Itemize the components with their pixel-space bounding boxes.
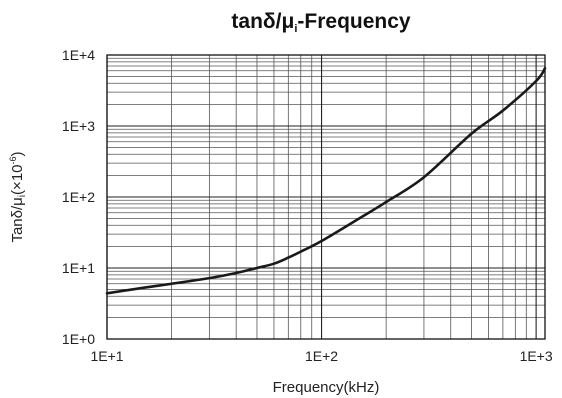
chart-title-rest: -Frequency (297, 10, 411, 33)
y-axis-label-paren: (×10 (9, 164, 26, 194)
chart-title: tanδ/μi-Frequency (231, 10, 410, 35)
y-axis-label-close: ) (9, 151, 26, 156)
y-axis-label: Tanδ/μi(×10-6) (8, 151, 28, 242)
plot-frame (106, 54, 546, 340)
y-tick-label: 1E+3 (62, 118, 95, 134)
chart-title-sub: i (294, 23, 297, 35)
y-tick-label: 1E+2 (62, 189, 95, 205)
x-axis-label: Frequency(kHz) (273, 379, 380, 396)
series-line (105, 66, 547, 295)
y-tick-label: 1E+1 (62, 260, 95, 276)
x-tick-label: 1E+3 (520, 348, 553, 364)
x-tick-label: 1E+1 (90, 348, 123, 364)
y-axis-label-main: Tanδ/μ (9, 197, 26, 242)
x-tick-labels: 1E+1 1E+2 1E+3 (90, 348, 552, 364)
chart-title-main: tanδ/μ (231, 10, 294, 33)
y-tick-labels: 1E+0 1E+1 1E+2 1E+3 1E+4 (62, 47, 95, 347)
y-tick-label: 1E+4 (62, 47, 95, 63)
x-tick-label: 1E+2 (305, 348, 338, 364)
y-axis-label-exp: -6 (8, 156, 18, 164)
y-tick-label: 1E+0 (62, 331, 95, 347)
y-axis-label-sub: i (17, 195, 28, 197)
